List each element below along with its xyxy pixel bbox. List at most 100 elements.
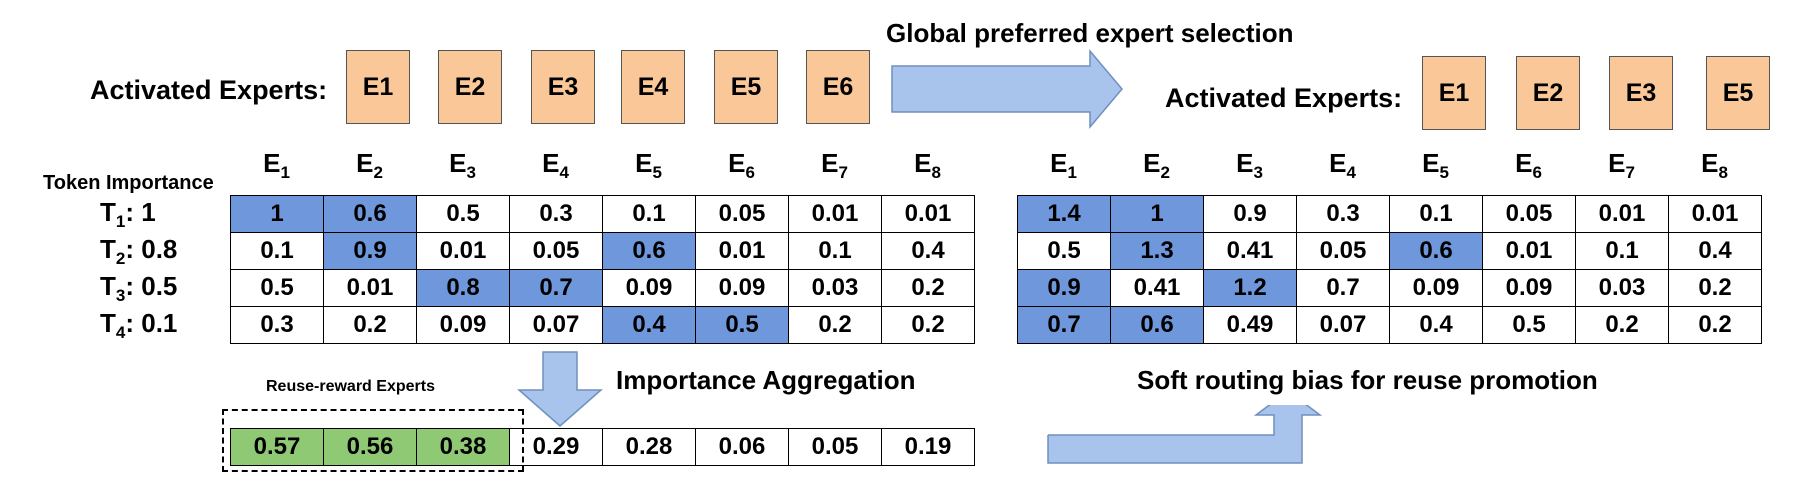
table-cell: 0.1 <box>230 232 324 270</box>
column-header-index: 3 <box>1253 163 1263 182</box>
table-cell: 0.1 <box>602 195 696 233</box>
column-header: E1 <box>1017 148 1110 183</box>
table-row: 0.3 0.2 0.09 0.07 0.4 0.5 0.2 0.2 <box>230 306 975 344</box>
table-cell: 0.5 <box>695 306 789 344</box>
column-header: E2 <box>323 148 416 183</box>
table-cell: 0.5 <box>416 195 510 233</box>
column-header-letter: E <box>1701 148 1719 178</box>
column-header: E8 <box>881 148 974 183</box>
reuse-reward-label: Reuse-reward Experts <box>266 378 435 395</box>
table-cell: 0.2 <box>881 306 975 344</box>
column-header: E5 <box>1389 148 1482 183</box>
table-cell: 0.9 <box>1203 195 1297 233</box>
column-header: E7 <box>788 148 881 183</box>
table-cell: 0.01 <box>1482 232 1576 270</box>
column-header: E8 <box>1668 148 1761 183</box>
table-cell: 0.6 <box>1110 306 1204 344</box>
column-header-letter: E <box>821 148 839 178</box>
token-index: 3 <box>115 286 126 305</box>
token-weight: : 0.8 <box>125 234 178 264</box>
column-header-index: 3 <box>466 163 476 182</box>
table-cell: 0.7 <box>1017 306 1111 344</box>
column-header: E5 <box>602 148 695 183</box>
table-cell: 0.41 <box>1110 269 1204 307</box>
right-arrow-icon <box>891 48 1123 130</box>
aggregation-title: Importance Aggregation <box>616 365 916 395</box>
column-header-index: 2 <box>373 163 383 182</box>
table-cell: 0.41 <box>1203 232 1297 270</box>
table-cell: 0.1 <box>1575 232 1669 270</box>
table-cell: 1.4 <box>1017 195 1111 233</box>
column-header-index: 1 <box>280 163 290 182</box>
column-header-index: 2 <box>1160 163 1170 182</box>
aggregation-cell: 0.38 <box>416 428 510 466</box>
table-cell: 0.3 <box>1296 195 1390 233</box>
token-name: T <box>100 308 116 338</box>
token-row-label: T2: 0.8 <box>100 234 177 269</box>
table-row: 0.1 0.9 0.01 0.05 0.6 0.01 0.1 0.4 <box>230 232 975 270</box>
token-index: 4 <box>115 323 126 342</box>
column-header-index: 7 <box>838 163 848 182</box>
table-cell: 0.9 <box>1017 269 1111 307</box>
table-cell: 0.09 <box>602 269 696 307</box>
expert-box: E5 <box>714 50 778 124</box>
aggregation-cell: 0.56 <box>323 428 417 466</box>
table-cell: 0.4 <box>602 306 696 344</box>
column-header-index: 6 <box>1532 163 1542 182</box>
table-cell: 1.3 <box>1110 232 1204 270</box>
table-cell: 0.2 <box>1668 269 1762 307</box>
column-header-letter: E <box>1143 148 1161 178</box>
table-cell: 0.01 <box>695 232 789 270</box>
left-activated-label: Activated Experts: <box>90 75 328 105</box>
column-header-letter: E <box>635 148 653 178</box>
table-cell: 0.4 <box>1389 306 1483 344</box>
table-cell: 0.1 <box>788 232 882 270</box>
table-cell: 0.05 <box>695 195 789 233</box>
table-cell: 0.2 <box>1668 306 1762 344</box>
token-weight: : 1 <box>125 197 156 227</box>
column-header-letter: E <box>1329 148 1347 178</box>
expert-box: E2 <box>1516 56 1580 130</box>
column-header: E6 <box>695 148 788 183</box>
table-cell: 0.09 <box>416 306 510 344</box>
table-cell: 0.2 <box>881 269 975 307</box>
table-cell: 1 <box>1110 195 1204 233</box>
aggregation-cell: 0.28 <box>602 428 696 466</box>
table-cell: 0.01 <box>323 269 417 307</box>
table-cell: 0.03 <box>1575 269 1669 307</box>
table-cell: 0.4 <box>881 232 975 270</box>
column-header: E7 <box>1575 148 1668 183</box>
column-header-letter: E <box>1236 148 1254 178</box>
table-cell: 0.3 <box>230 306 324 344</box>
column-header-letter: E <box>263 148 281 178</box>
column-header-letter: E <box>1515 148 1533 178</box>
token-name: T <box>100 234 116 264</box>
table-cell: 0.7 <box>1296 269 1390 307</box>
table-row: 0.9 0.41 1.2 0.7 0.09 0.09 0.03 0.2 <box>1017 269 1762 307</box>
token-row-label: T1: 1 <box>100 197 156 232</box>
table-row: 0.5 1.3 0.41 0.05 0.6 0.01 0.1 0.4 <box>1017 232 1762 270</box>
token-weight: : 0.1 <box>125 308 178 338</box>
column-header-index: 6 <box>745 163 755 182</box>
table-cell: 0.6 <box>602 232 696 270</box>
aggregation-cell: 0.57 <box>230 428 324 466</box>
down-arrow-icon <box>517 351 603 427</box>
table-cell: 0.07 <box>1296 306 1390 344</box>
table-cell: 1.2 <box>1203 269 1297 307</box>
table-cell: 0.01 <box>881 195 975 233</box>
table-cell: 0.05 <box>509 232 603 270</box>
aggregation-cell: 0.05 <box>788 428 882 466</box>
table-cell: 0.6 <box>323 195 417 233</box>
aggregation-table: 0.57 0.56 0.38 0.29 0.28 0.06 0.05 0.19 <box>230 428 975 466</box>
table-row: 0.7 0.6 0.49 0.07 0.4 0.5 0.2 0.2 <box>1017 306 1762 344</box>
column-header: E1 <box>230 148 323 183</box>
table-row: 1 0.6 0.5 0.3 0.1 0.05 0.01 0.01 <box>230 195 975 233</box>
table-cell: 1 <box>230 195 324 233</box>
table-cell: 0.05 <box>1482 195 1576 233</box>
table-cell: 0.5 <box>1017 232 1111 270</box>
expert-box: E3 <box>1609 56 1673 130</box>
token-index: 1 <box>115 212 126 231</box>
table-cell: 0.2 <box>788 306 882 344</box>
column-header-letter: E <box>1050 148 1068 178</box>
token-index: 2 <box>115 249 126 268</box>
